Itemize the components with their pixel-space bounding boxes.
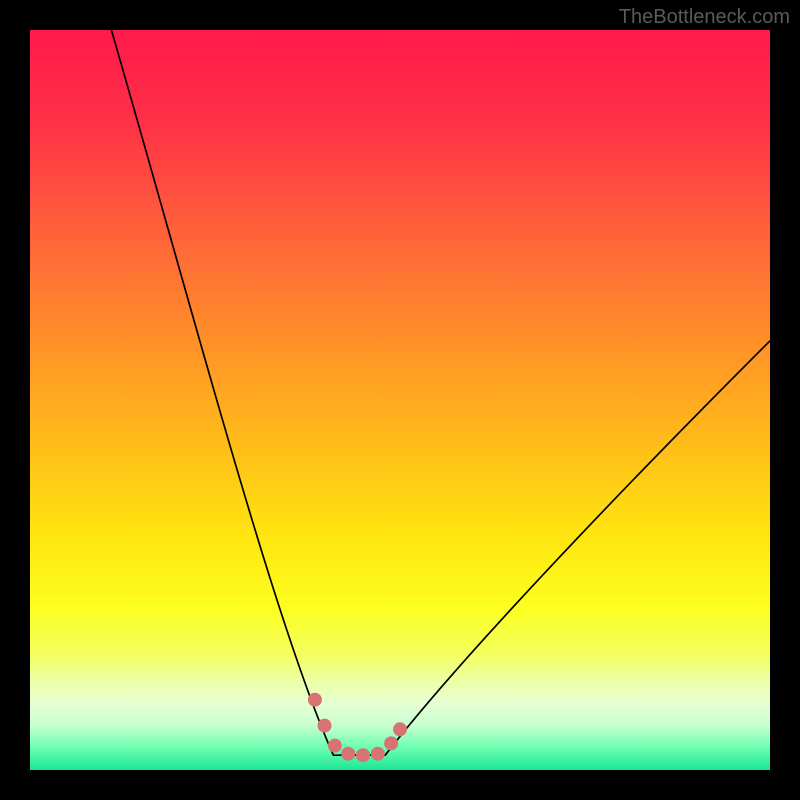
- watermark-text: TheBottleneck.com: [619, 6, 790, 29]
- dot: [356, 748, 370, 762]
- dot: [393, 722, 407, 736]
- dot: [328, 739, 342, 753]
- dot: [384, 736, 398, 750]
- bottleneck-curve: [111, 30, 770, 755]
- plot-area: [30, 30, 770, 770]
- curve-layer: [30, 30, 770, 770]
- dot: [318, 719, 332, 733]
- dot: [308, 693, 322, 707]
- dot: [371, 747, 385, 761]
- bottom-dots: [308, 693, 407, 763]
- chart-container: TheBottleneck.com: [0, 0, 800, 800]
- dot: [341, 747, 355, 761]
